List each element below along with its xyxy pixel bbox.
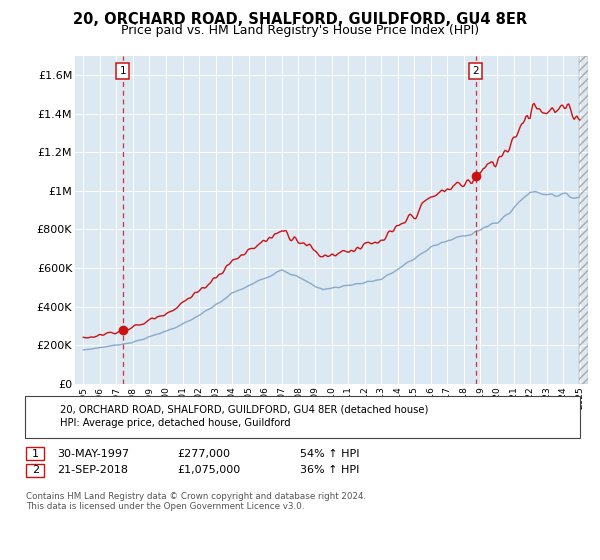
Text: Contains HM Land Registry data © Crown copyright and database right 2024.
This d: Contains HM Land Registry data © Crown c…: [26, 492, 367, 511]
Text: £1,075,000: £1,075,000: [177, 465, 240, 475]
Text: 2: 2: [32, 465, 39, 475]
Text: 1: 1: [119, 66, 126, 76]
Text: Price paid vs. HM Land Registry's House Price Index (HPI): Price paid vs. HM Land Registry's House …: [121, 24, 479, 37]
Text: 36% ↑ HPI: 36% ↑ HPI: [300, 465, 359, 475]
Text: 2: 2: [472, 66, 479, 76]
Text: 1: 1: [32, 449, 39, 459]
Text: 20, ORCHARD ROAD, SHALFORD, GUILDFORD, GU4 8ER: 20, ORCHARD ROAD, SHALFORD, GUILDFORD, G…: [73, 12, 527, 27]
Text: £277,000: £277,000: [177, 449, 230, 459]
Text: 30-MAY-1997: 30-MAY-1997: [57, 449, 129, 459]
Text: HPI: Average price, detached house, Guildford: HPI: Average price, detached house, Guil…: [60, 418, 290, 428]
Text: 21-SEP-2018: 21-SEP-2018: [57, 465, 128, 475]
Text: 54% ↑ HPI: 54% ↑ HPI: [300, 449, 359, 459]
Text: 20, ORCHARD ROAD, SHALFORD, GUILDFORD, GU4 8ER (detached house): 20, ORCHARD ROAD, SHALFORD, GUILDFORD, G…: [60, 405, 428, 415]
